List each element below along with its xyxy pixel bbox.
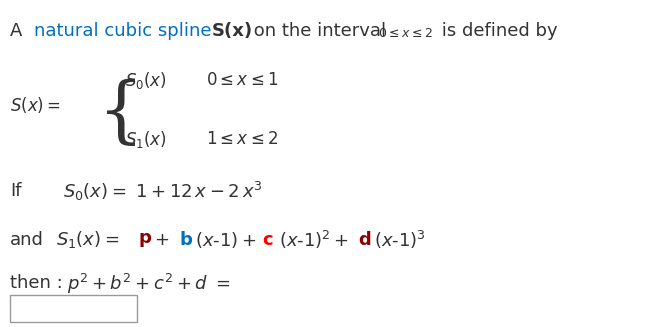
Text: is defined by: is defined by (436, 22, 558, 40)
FancyBboxPatch shape (10, 295, 137, 322)
Text: $1 \leq x \leq 2$: $1 \leq x \leq 2$ (206, 131, 278, 148)
Text: $S_0(x) = \ 1 + 12\,x - 2\,x^3$: $S_0(x) = \ 1 + 12\,x - 2\,x^3$ (63, 180, 263, 203)
Text: $\mathbf{b}$: $\mathbf{b}$ (179, 231, 193, 249)
Text: $p^2 + b^2 + c^2 + d \ =$: $p^2 + b^2 + c^2 + d \ =$ (67, 271, 230, 296)
Text: $\mathbf{d}$: $\mathbf{d}$ (358, 231, 372, 249)
Text: and: and (10, 231, 44, 249)
Text: $(x\text{-}1)^3$: $(x\text{-}1)^3$ (374, 229, 426, 251)
Text: A: A (10, 22, 28, 40)
Text: on the interval: on the interval (248, 22, 392, 40)
Text: natural cubic spline: natural cubic spline (34, 22, 217, 40)
Text: $S(x) =$: $S(x) =$ (10, 95, 61, 115)
Text: $\mathbf{c}$: $\mathbf{c}$ (262, 231, 274, 249)
Text: {: { (98, 78, 144, 148)
Text: $S_1(x)$: $S_1(x)$ (125, 129, 167, 150)
Text: then :: then : (10, 274, 63, 292)
Text: $S_0(x)$: $S_0(x)$ (125, 70, 167, 91)
Text: S(x): S(x) (212, 22, 253, 40)
Text: $(x\text{-}1) + $: $(x\text{-}1) + $ (196, 230, 257, 250)
Text: $(x\text{-}1)^2 + $: $(x\text{-}1)^2 + $ (279, 229, 349, 251)
Text: If: If (10, 182, 22, 200)
Text: $0 \leq x \leq 1$: $0 \leq x \leq 1$ (206, 72, 278, 89)
Text: $\mathbf{p}$: $\mathbf{p}$ (138, 231, 152, 249)
Text: $+ \ $: $+ \ $ (154, 231, 169, 249)
Text: $0 \leq x \leq 2$: $0 \leq x \leq 2$ (378, 27, 433, 40)
Text: $S_1(x) =$: $S_1(x) =$ (56, 229, 120, 250)
